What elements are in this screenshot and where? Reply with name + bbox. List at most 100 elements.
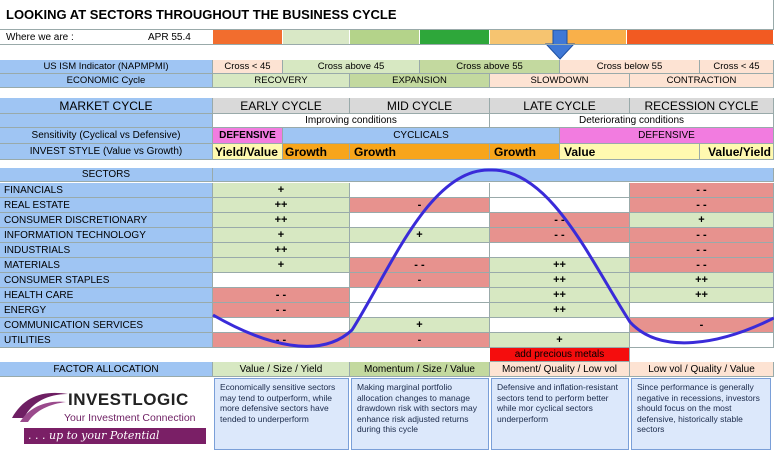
where-value: APR 55.4 [148,32,191,43]
invest-value-yield: Value/Yield [700,144,774,160]
sector-rating: - [350,198,490,213]
market-cycle-label: MARKET CYCLE [0,98,213,114]
indicator-bar [213,30,774,44]
factor-mid: Momentum / Size / Value [350,362,490,377]
sector-rating [490,183,630,198]
sector-rating: - [630,318,774,333]
sector-rating: - - [630,228,774,243]
market-early: EARLY CYCLE [213,98,350,114]
sector-label: REAL ESTATE [0,198,213,213]
indicator-segment [213,30,283,44]
note-recession: Since performance is generally negative … [631,378,771,450]
sector-label: UTILITIES [0,333,213,348]
sensitivity-label: Sensitivity (Cyclical vs Defensive) [0,128,213,144]
sector-rating: - - [350,258,490,273]
position-arrow-icon [544,29,576,60]
indicator-segment [283,30,350,44]
sector-rating [213,273,350,288]
sector-rating: - [350,273,490,288]
sector-rating [490,243,630,258]
sector-rating: + [490,333,630,348]
sector-rating: ++ [213,213,350,228]
sector-rating: ++ [213,243,350,258]
market-mid: MID CYCLE [350,98,490,114]
sensitivity-defensive-early: DEFENSIVE [213,128,283,144]
where-label: Where we are : [6,32,74,43]
sector-rating: + [213,258,350,273]
logo-slogan: . . . up to your Potential [24,428,206,444]
indicator-segment [420,30,490,44]
sector-rating: + [213,228,350,243]
logo-brand: INVESTLOGIC [68,390,189,409]
economic-expansion: EXPANSION [350,74,490,88]
investlogic-logo: INVESTLOGIC Your Investment Connection .… [4,382,210,448]
sensitivity-cyclicals: CYCLICALS [283,128,560,144]
sector-rating: ++ [630,288,774,303]
sector-label: COMMUNICATION SERVICES [0,318,213,333]
invest-growth-1: Growth [283,144,350,160]
market-recession: RECESSION CYCLE [630,98,774,114]
sector-rating [490,198,630,213]
economic-slowdown: SLOWDOWN [490,74,630,88]
sectors-header: SECTORS [0,168,213,182]
factor-early: Value / Size / Yield [213,362,350,377]
sector-rating [213,318,350,333]
sector-label: INDUSTRIALS [0,243,213,258]
page-title: LOOKING AT SECTORS THROUGHOUT THE BUSINE… [6,7,397,22]
invest-value: Value [560,144,700,160]
economic-recovery: RECOVERY [213,74,350,88]
sector-rating [490,318,630,333]
sector-rating [350,183,490,198]
ism-cell-5: Cross < 45 [700,60,774,74]
sector-rating: + [213,183,350,198]
factor-allocation-label: FACTOR ALLOCATION [0,362,213,377]
sector-rating [350,303,490,318]
sector-rating [630,303,774,318]
invest-style-label: INVEST STYLE (Value vs Growth) [0,144,213,160]
economic-contraction: CONTRACTION [630,74,774,88]
improving-conditions: Improving conditions [213,114,490,128]
sector-rating [630,333,774,348]
sector-rating: ++ [213,198,350,213]
sector-rating: - - [213,303,350,318]
sector-rating: - - [213,333,350,348]
indicator-segment [557,30,627,44]
note-mid: Making marginal portfolio allocation cha… [351,378,489,450]
sensitivity-defensive-late: DEFENSIVE [560,128,774,144]
sector-label: INFORMATION TECHNOLOGY [0,228,213,243]
sector-rating: ++ [490,288,630,303]
note-early: Economically sensitive sectors may tend … [214,378,349,450]
sector-rating: + [350,318,490,333]
conditions-spacer [0,114,213,128]
sector-rating [350,288,490,303]
sector-rating: + [630,213,774,228]
sector-label: CONSUMER DISCRETIONARY [0,213,213,228]
sector-rating: - - [630,198,774,213]
sector-rating: - - [630,243,774,258]
factor-late: Moment/ Quality / Low vol [490,362,630,377]
invest-growth-2: Growth [350,144,490,160]
sector-rating: - - [630,183,774,198]
sector-rating [350,213,490,228]
ism-cell-4: Cross below 55 [560,60,700,74]
sector-rating: + [350,228,490,243]
indicator-segment [627,30,774,44]
economic-label: ECONOMIC Cycle [0,74,213,88]
ism-cell-3: Cross above 55 [420,60,560,74]
sector-rating: ++ [630,273,774,288]
logo-tagline: Your Investment Connection [64,412,196,424]
sector-rating: ++ [490,303,630,318]
sectors-header-fill [213,168,774,182]
factor-recession: Low vol / Quality / Value [630,362,774,377]
precious-metals: add precious metals [490,348,630,362]
sector-rating: - - [490,228,630,243]
sector-label: ENERGY [0,303,213,318]
sector-rating: - - [490,213,630,228]
title-bar: LOOKING AT SECTORS THROUGHOUT THE BUSINE… [0,0,774,30]
indicator-segment [350,30,420,44]
sector-rating: - - [213,288,350,303]
ism-cell-2: Cross above 45 [283,60,420,74]
invest-yield-value: Yield/Value [213,144,283,160]
sector-label: CONSUMER STAPLES [0,273,213,288]
invest-growth-3: Growth [490,144,560,160]
